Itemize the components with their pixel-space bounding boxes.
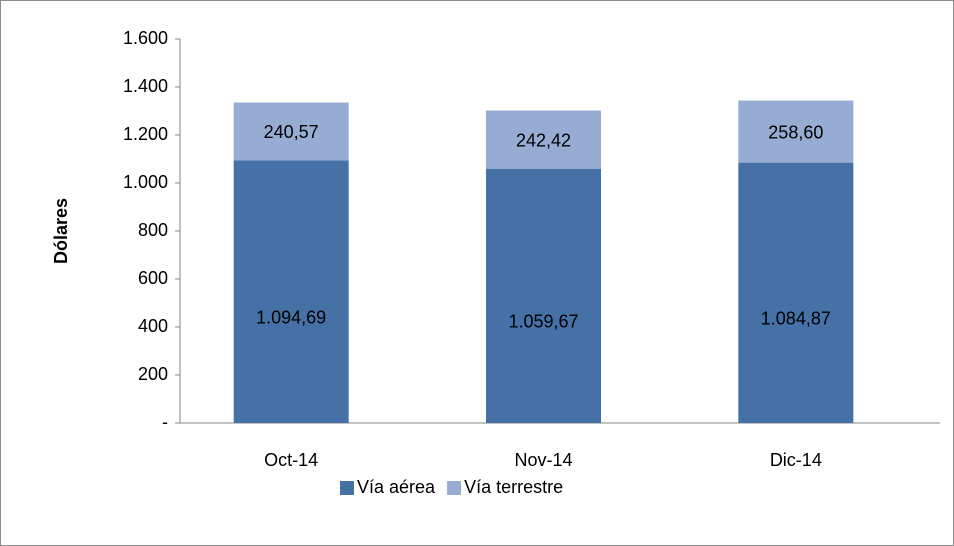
x-tick-label: Nov-14: [514, 450, 572, 470]
bar-segment: [233, 160, 349, 423]
y-tick-label: 800: [138, 220, 168, 240]
data-label: 1.059,67: [508, 312, 578, 332]
data-label: 1.084,87: [761, 309, 831, 329]
data-label: 258,60: [768, 122, 823, 142]
bar-segment: [486, 168, 601, 423]
y-tick-label: -: [162, 412, 168, 432]
data-label: 1.094,69: [256, 307, 326, 327]
x-tick-label: Oct-14: [264, 450, 318, 470]
y-tick-label: 1.200: [123, 124, 168, 144]
y-tick-label: 600: [138, 268, 168, 288]
y-tick-label: 400: [138, 316, 168, 336]
legend-label: Vía aérea: [357, 477, 436, 497]
data-label: 242,42: [516, 130, 571, 150]
bar-segment: [233, 102, 349, 161]
legend-label: Vía terrestre: [464, 477, 563, 497]
y-tick-label: 200: [138, 364, 168, 384]
bar-segment: [486, 110, 601, 169]
legend-swatch: [447, 481, 462, 495]
legend-swatch: [340, 481, 354, 495]
y-axis-title: Dólares: [51, 198, 71, 264]
y-tick-label: 1.000: [123, 172, 168, 192]
bar-segment: [738, 100, 854, 163]
y-tick-label: 1.600: [123, 28, 168, 48]
data-label: 240,57: [264, 122, 319, 142]
y-tick-label: 1.400: [123, 76, 168, 96]
bar-segment: [738, 162, 854, 423]
x-tick-label: Dic-14: [770, 450, 822, 470]
